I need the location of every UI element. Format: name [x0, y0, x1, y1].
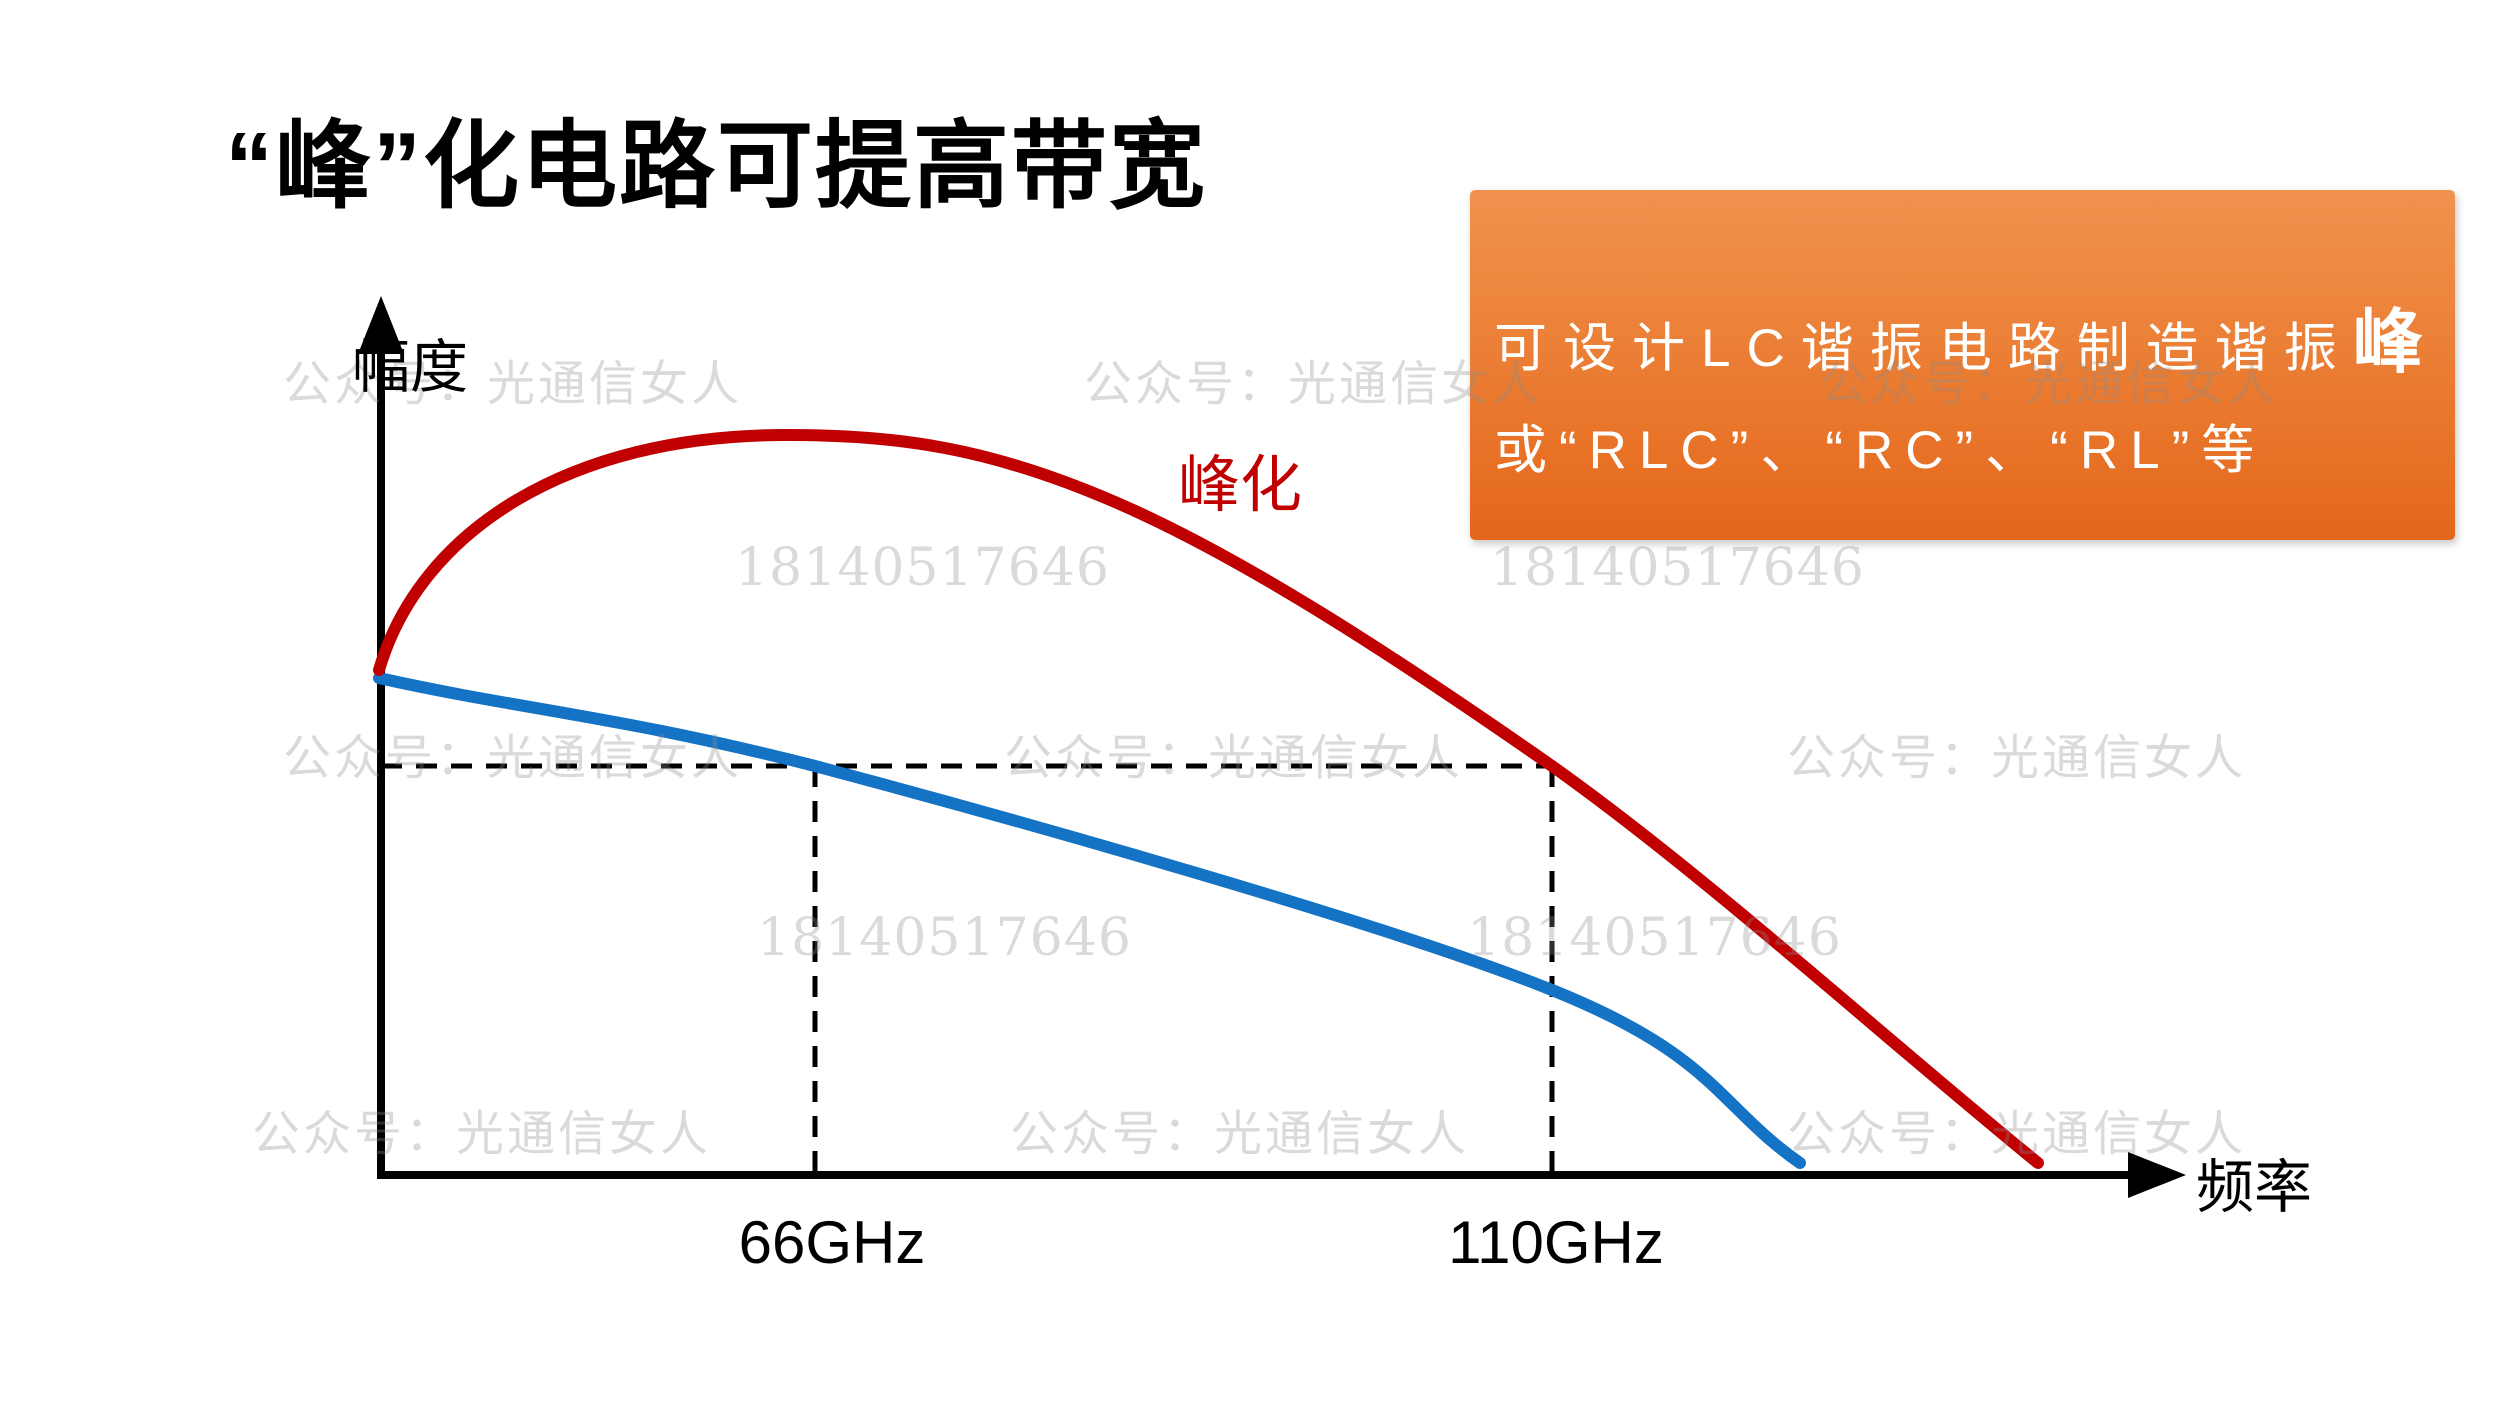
- callout-line1-emphasis: 峰: [2352, 303, 2423, 381]
- page-title: “峰”化电路可提高带宽: [225, 113, 1207, 220]
- y-axis-arrow-icon: [358, 296, 404, 354]
- y-axis-label: 幅度: [352, 335, 469, 400]
- callout-box: 可设计LC谐振电路制造谐振峰 或“RLC”、“RC”、“RL”等: [1470, 190, 2455, 540]
- x-axis-arrow-icon: [2128, 1152, 2186, 1198]
- callout-line1-text: 可设计LC谐振电路制造谐振: [1494, 319, 2353, 378]
- peaked-curve-label: 峰化: [1178, 451, 1303, 520]
- x-tick-66ghz: 66GHz: [738, 1209, 926, 1276]
- peaked-response-curve: [373, 428, 2044, 1169]
- x-axis-label: 频率: [2196, 1155, 2313, 1220]
- callout-line2: 或“RLC”、“RC”、“RL”等: [1494, 421, 2267, 480]
- baseline-response-curve: [373, 672, 1806, 1169]
- callout-line1: 可设计LC谐振电路制造谐振峰: [1494, 286, 2423, 387]
- x-tick-110ghz: 110GHz: [1448, 1209, 1664, 1276]
